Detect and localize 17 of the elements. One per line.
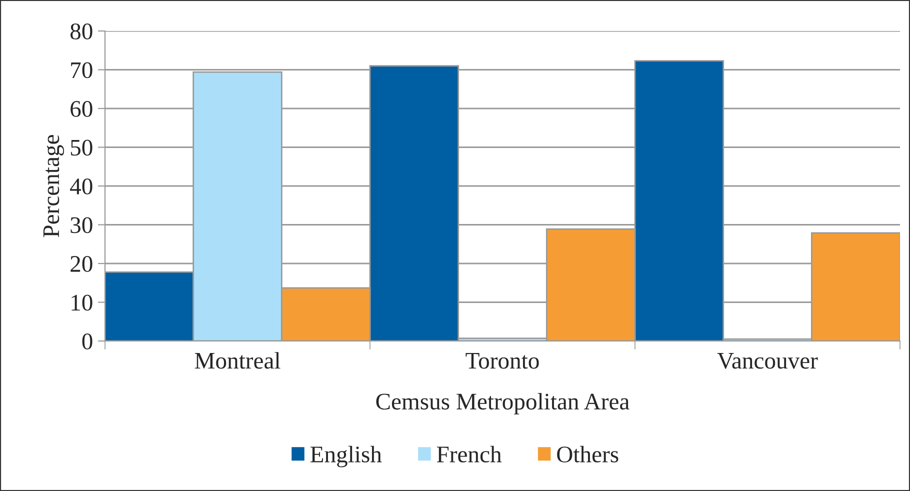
legend-label: English — [310, 446, 382, 468]
y-tick-label: 0 — [82, 333, 92, 350]
y-tick-label: 10 — [72, 294, 92, 311]
y-tick-label: 80 — [70, 23, 92, 40]
y-tick-label: 60 — [70, 100, 92, 117]
y-tick-label: 70 — [71, 62, 92, 78]
x-axis-title: Cemsus Metropolitan Area — [376, 392, 630, 414]
x-tick-label: Vancouver — [717, 353, 818, 369]
y-tick-label: 50 — [70, 140, 92, 156]
x-tick-label: Toronto — [466, 353, 539, 369]
x-tick-label: Montreal — [194, 352, 280, 369]
legend-label: Others — [557, 446, 618, 462]
y-tick-label: 20 — [70, 256, 92, 272]
y-tick-label: 30 — [70, 217, 92, 234]
y-axis-title: Percentage — [43, 135, 64, 238]
legend-label: French — [436, 446, 502, 462]
y-tick-label: 40 — [70, 178, 92, 194]
